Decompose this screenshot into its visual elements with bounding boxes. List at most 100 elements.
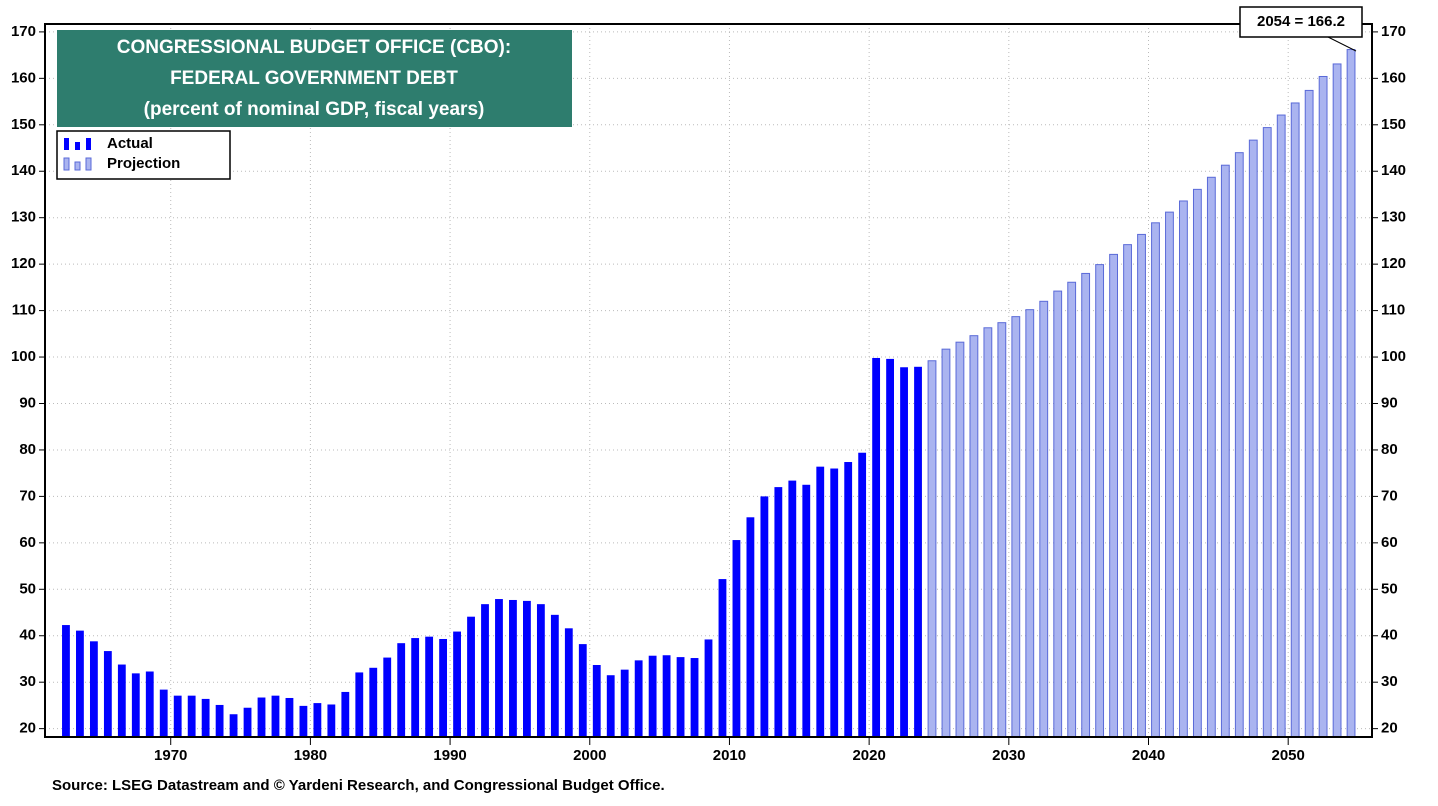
bar <box>145 671 154 737</box>
bar <box>1123 244 1132 738</box>
annotation-box <box>1239 6 1363 38</box>
bar <box>1304 89 1314 738</box>
bar <box>816 466 825 737</box>
bar <box>1346 49 1356 738</box>
bar <box>341 691 350 737</box>
legend-swatch <box>64 138 69 150</box>
bar <box>271 695 280 737</box>
bar <box>439 638 448 737</box>
bar <box>327 704 336 737</box>
bar <box>1067 281 1077 738</box>
bar <box>760 496 769 737</box>
x-tick-label: 2040 <box>1132 747 1165 764</box>
y2-tick-label: 50 <box>1381 580 1398 597</box>
legend-swatch <box>74 161 81 171</box>
bar <box>62 625 70 737</box>
bar <box>774 487 783 737</box>
grid <box>45 24 1372 737</box>
chart-title: FEDERAL GOVERNMENT DEBT <box>170 68 458 89</box>
bar <box>983 327 993 738</box>
y2-tick-label: 170 <box>1381 23 1406 40</box>
bar <box>509 599 517 737</box>
bar <box>900 367 908 737</box>
y-tick-label: 20 <box>19 720 36 737</box>
bar <box>397 643 406 737</box>
x-tick-label: 1970 <box>154 747 187 764</box>
y-tick-label: 40 <box>19 627 36 644</box>
bar <box>550 614 559 737</box>
bar <box>481 604 489 737</box>
x-tick-label: 2030 <box>992 747 1025 764</box>
bar <box>131 673 140 737</box>
y2-tick-label: 80 <box>1381 441 1398 458</box>
y-tick-label: 170 <box>11 23 36 40</box>
bar <box>718 579 727 737</box>
bar <box>89 641 98 737</box>
bar <box>620 669 629 737</box>
bar <box>243 707 252 737</box>
bar <box>872 357 881 737</box>
chart-title: CONGRESSIONAL BUDGET OFFICE (CBO): <box>117 37 511 58</box>
y2-tick-label: 60 <box>1381 534 1398 551</box>
bar <box>592 665 601 737</box>
bar <box>425 636 434 737</box>
bar <box>1095 264 1105 738</box>
bar <box>313 703 322 737</box>
title-box <box>57 30 572 127</box>
bar <box>1053 290 1063 738</box>
bar <box>229 714 238 737</box>
bar <box>383 657 392 737</box>
y-tick-label: 130 <box>11 209 36 226</box>
legend-box <box>56 130 231 180</box>
bar <box>215 704 224 737</box>
bar <box>1220 164 1230 738</box>
bar <box>690 658 699 737</box>
bar <box>257 697 266 737</box>
bar <box>299 705 308 737</box>
legend-label: Actual <box>107 135 153 152</box>
bar <box>676 657 685 737</box>
bar <box>522 600 531 737</box>
bar <box>1332 63 1342 738</box>
legend-label: Projection <box>107 155 180 172</box>
y-tick-label: 140 <box>11 162 36 179</box>
bar <box>117 664 126 737</box>
y2-tick-label: 160 <box>1381 69 1406 86</box>
bar <box>1206 176 1216 738</box>
bar <box>1081 272 1091 738</box>
bar <box>285 697 294 737</box>
legend-swatch <box>85 157 92 171</box>
y-tick-label: 110 <box>12 302 36 319</box>
y2-tick-label: 70 <box>1381 487 1398 504</box>
bar <box>634 660 643 737</box>
bar <box>536 604 545 737</box>
legend: Actual Projection <box>63 135 180 172</box>
y2-tick-label: 30 <box>1381 673 1398 690</box>
bar <box>1165 211 1174 738</box>
bar <box>1262 127 1272 738</box>
legend-swatch <box>75 142 80 150</box>
bar <box>1039 300 1049 738</box>
bar <box>495 599 503 737</box>
x-tick-label: 2050 <box>1272 747 1305 764</box>
bar <box>467 616 475 737</box>
chart-subtitle: (percent of nominal GDP, fiscal years) <box>144 99 485 120</box>
y2-tick-label: 150 <box>1381 116 1406 133</box>
bar <box>1248 139 1258 738</box>
bar <box>187 695 196 737</box>
bar <box>997 322 1007 738</box>
bar <box>578 644 587 737</box>
bar <box>355 672 364 737</box>
annotation-leader <box>1327 36 1357 52</box>
x-tick-label: 2020 <box>852 747 885 764</box>
bar <box>830 468 839 737</box>
bar <box>1137 233 1146 738</box>
y2-tick-label: 130 <box>1381 209 1406 226</box>
plot-area <box>45 24 1372 737</box>
bar <box>76 630 84 737</box>
bar <box>662 655 671 737</box>
y-tick-label: 30 <box>19 673 36 690</box>
y2-tick-label: 20 <box>1381 720 1398 737</box>
bar <box>369 667 378 737</box>
